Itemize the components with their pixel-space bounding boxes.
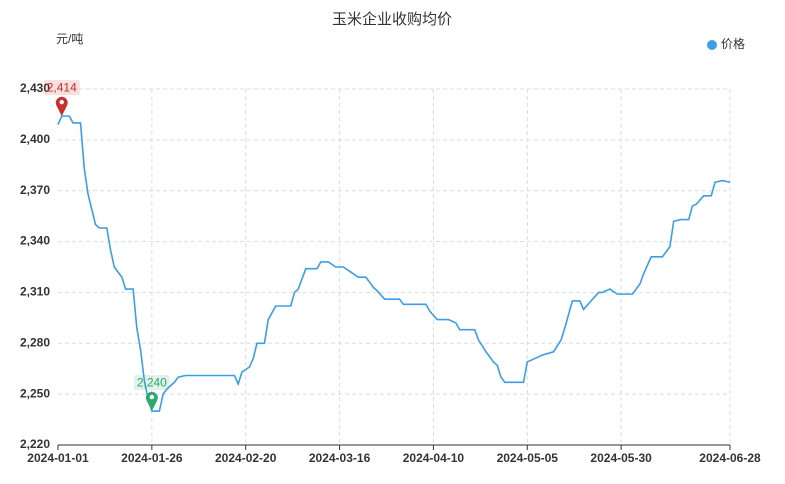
mark-pin [55, 96, 68, 117]
x-tick-label: 2024-04-10 [403, 451, 465, 465]
y-tick-label: 2,250 [20, 386, 50, 400]
y-tick-label: 2,370 [20, 183, 50, 197]
x-tick-label: 2024-01-01 [27, 451, 89, 465]
mark-pin-dot [149, 394, 155, 400]
mark-label-text: 2,414 [47, 80, 77, 94]
mark-pin [145, 391, 158, 412]
mark-label-bg [133, 375, 170, 391]
y-tick-label: 2,340 [20, 234, 50, 248]
y-tick-label: 2,400 [20, 132, 50, 146]
x-tick-label: 2024-03-16 [309, 451, 371, 465]
mark-label-text: 2,240 [137, 375, 167, 389]
mark-label-bg [43, 80, 80, 96]
y-tick-label: 2,430 [20, 81, 50, 95]
mark-label: 2,414 [43, 80, 80, 96]
mark-label: 2,240 [133, 375, 170, 391]
x-tick-label: 2024-05-05 [497, 451, 559, 465]
legend-label: 价格 [721, 36, 745, 51]
x-tick-label: 2024-01-26 [121, 451, 183, 465]
y-tick-label: 2,280 [20, 335, 50, 349]
y-tick-label: 2,220 [20, 437, 50, 451]
x-tick-label: 2024-05-30 [590, 451, 652, 465]
x-tick-label: 2024-02-20 [215, 451, 277, 465]
y-tick-label: 2,310 [20, 285, 50, 299]
line [57, 115, 731, 412]
y-axis-label: 元/吨 [56, 32, 83, 46]
chart-title: 玉米企业收购均价 [332, 10, 452, 28]
mark-pin-dot [59, 99, 64, 105]
x-tick-label: 2024-06-28 [699, 451, 761, 465]
legend-swatch [707, 40, 717, 50]
